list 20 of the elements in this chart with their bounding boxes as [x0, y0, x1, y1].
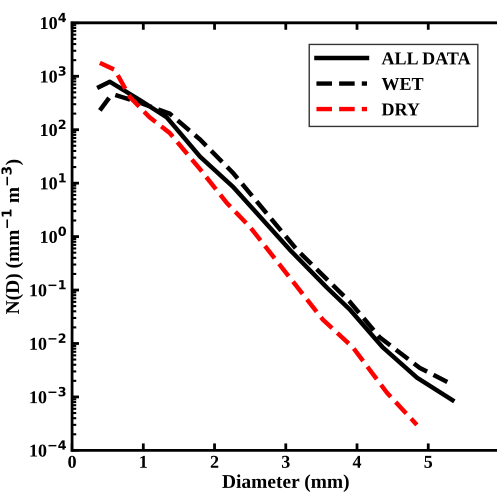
y-tick-label: 10$^{1}$	[41, 173, 66, 190]
y-tick-label: 10$^{4}$	[41, 12, 66, 30]
y-tick-label: 10$^{−3}$	[30, 386, 66, 404]
legend-label: ALL DATA	[382, 52, 470, 64]
legend-label: DRY	[382, 104, 420, 116]
x-tick-label: 2	[210, 456, 218, 468]
x-tick-label: 0	[68, 456, 76, 468]
x-axis-title: Diameter (mm)	[222, 474, 349, 492]
y-tick-label: 10$^{−2}$	[30, 333, 66, 350]
x-tick-label: 1	[140, 456, 147, 468]
legend-label: WET	[382, 78, 424, 90]
x-tick-label: 4	[352, 456, 362, 468]
y-tick-label: 10$^{0}$	[41, 226, 66, 244]
y-tick-label: 10$^{−4}$	[30, 440, 66, 457]
y-tick-label: 10$^{−1}$	[30, 280, 66, 296]
x-tick-label: 5	[424, 456, 432, 468]
x-tick-label: 3	[282, 456, 290, 468]
y-axis-title: N(D) (mm$^{−1}$ m$^{−3}$)	[1, 160, 24, 314]
y-tick-label: 10$^{3}$	[41, 66, 66, 83]
y-tick-label: 10$^{2}$	[41, 120, 66, 136]
